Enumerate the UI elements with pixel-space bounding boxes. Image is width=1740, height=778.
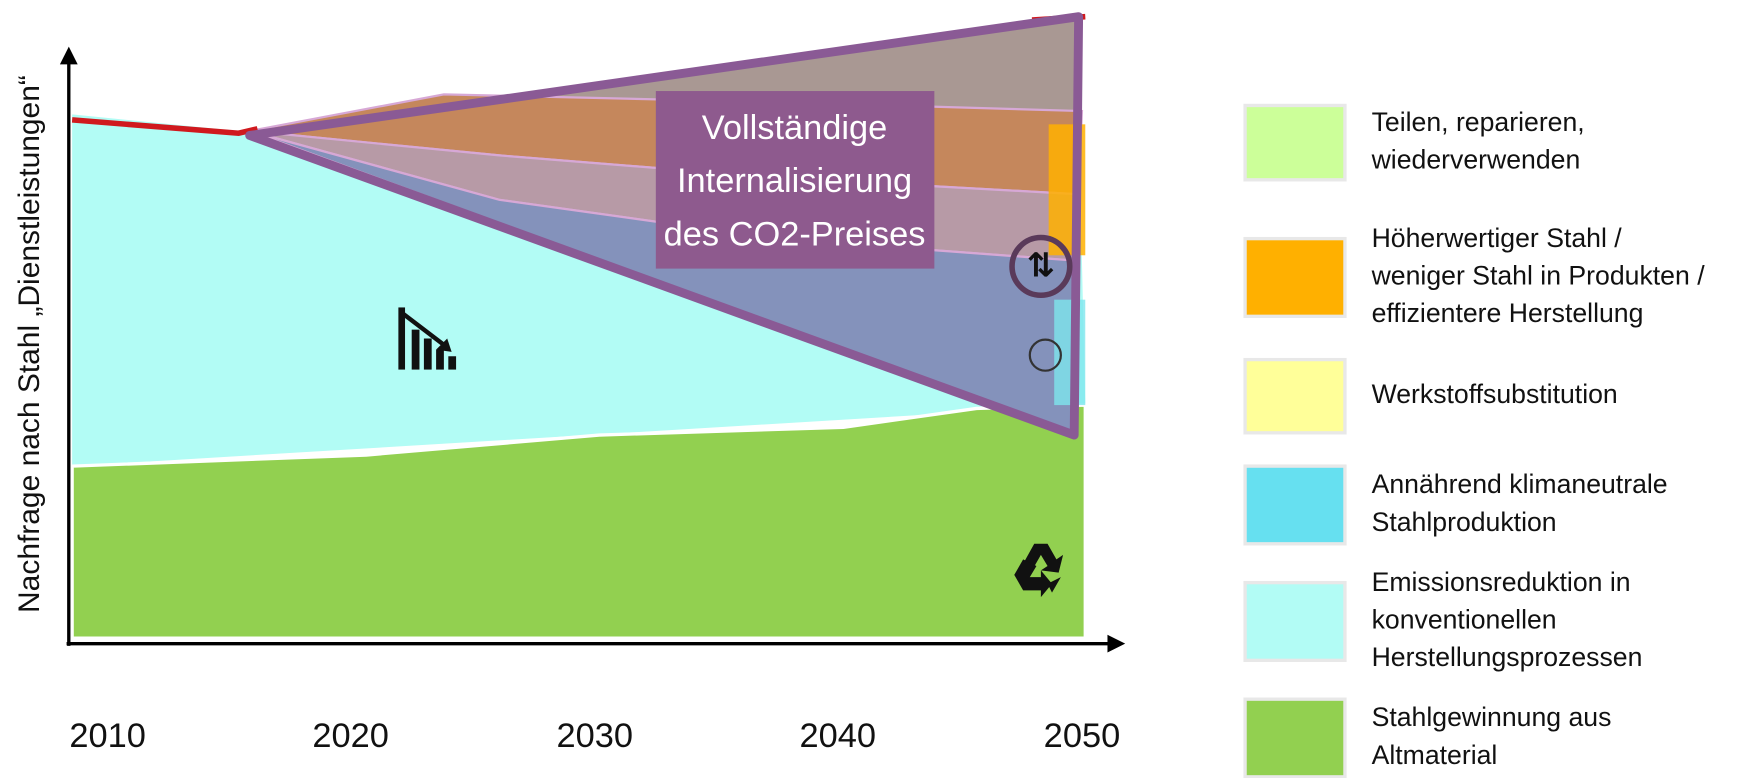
axis-label: Nachfrage nach Stahl „Dienstleistungen“ xyxy=(13,75,46,613)
x-tick-label: 2030 xyxy=(557,717,634,755)
triangle-outline xyxy=(245,12,1084,440)
icon-substitution xyxy=(1009,234,1073,299)
x-tick-label: 2010 xyxy=(69,717,146,755)
x-tick-label: 2020 xyxy=(312,717,389,755)
x-tick-label: 2050 xyxy=(1044,717,1121,755)
legend-label: Emissionsreduktion in xyxy=(1372,567,1631,597)
icon-substitution-arrows: ⇅ xyxy=(1027,247,1055,284)
legend-label: Stahlgewinnung aus xyxy=(1372,702,1612,732)
legend-swatch xyxy=(1243,580,1347,662)
legend-label: Höherwertiger Stahl / xyxy=(1372,223,1623,253)
legend-label: wiederverwenden xyxy=(1371,145,1581,175)
annotation-line: Vollständige xyxy=(702,109,887,147)
legend-label: Werkstoffsubstitution xyxy=(1372,379,1618,409)
x-tick-label: 2040 xyxy=(800,717,877,755)
legend-label: Altmaterial xyxy=(1372,740,1498,770)
legend-swatch xyxy=(1243,236,1347,318)
legend-label: effizientere Herstellung xyxy=(1372,298,1644,328)
annotation-box xyxy=(655,91,935,269)
legend-swatch xyxy=(1243,357,1347,435)
legend-label: Annährend klimaneutrale xyxy=(1372,469,1668,499)
strip-cyan xyxy=(1054,299,1086,406)
legend-label: Herstellungsprozessen xyxy=(1372,642,1643,672)
annotation-line: des CO2-Preises xyxy=(664,216,926,254)
legend-label: konventionellen xyxy=(1372,605,1557,635)
red-line xyxy=(71,117,259,137)
legend-label: Teilen, reparieren, xyxy=(1372,107,1585,137)
legend-swatch xyxy=(1243,103,1347,182)
legend-swatch xyxy=(1243,464,1347,546)
legend-label: weniger Stahl in Produkten / xyxy=(1371,261,1706,291)
legend-swatch xyxy=(1243,697,1347,778)
legend-label: Stahlproduktion xyxy=(1372,507,1557,537)
annotation-line: Internalisierung xyxy=(677,162,912,200)
x-arrow xyxy=(1107,634,1126,653)
y-arrow xyxy=(59,46,78,65)
icon-bulb xyxy=(1028,338,1062,372)
area-green xyxy=(70,403,1087,640)
